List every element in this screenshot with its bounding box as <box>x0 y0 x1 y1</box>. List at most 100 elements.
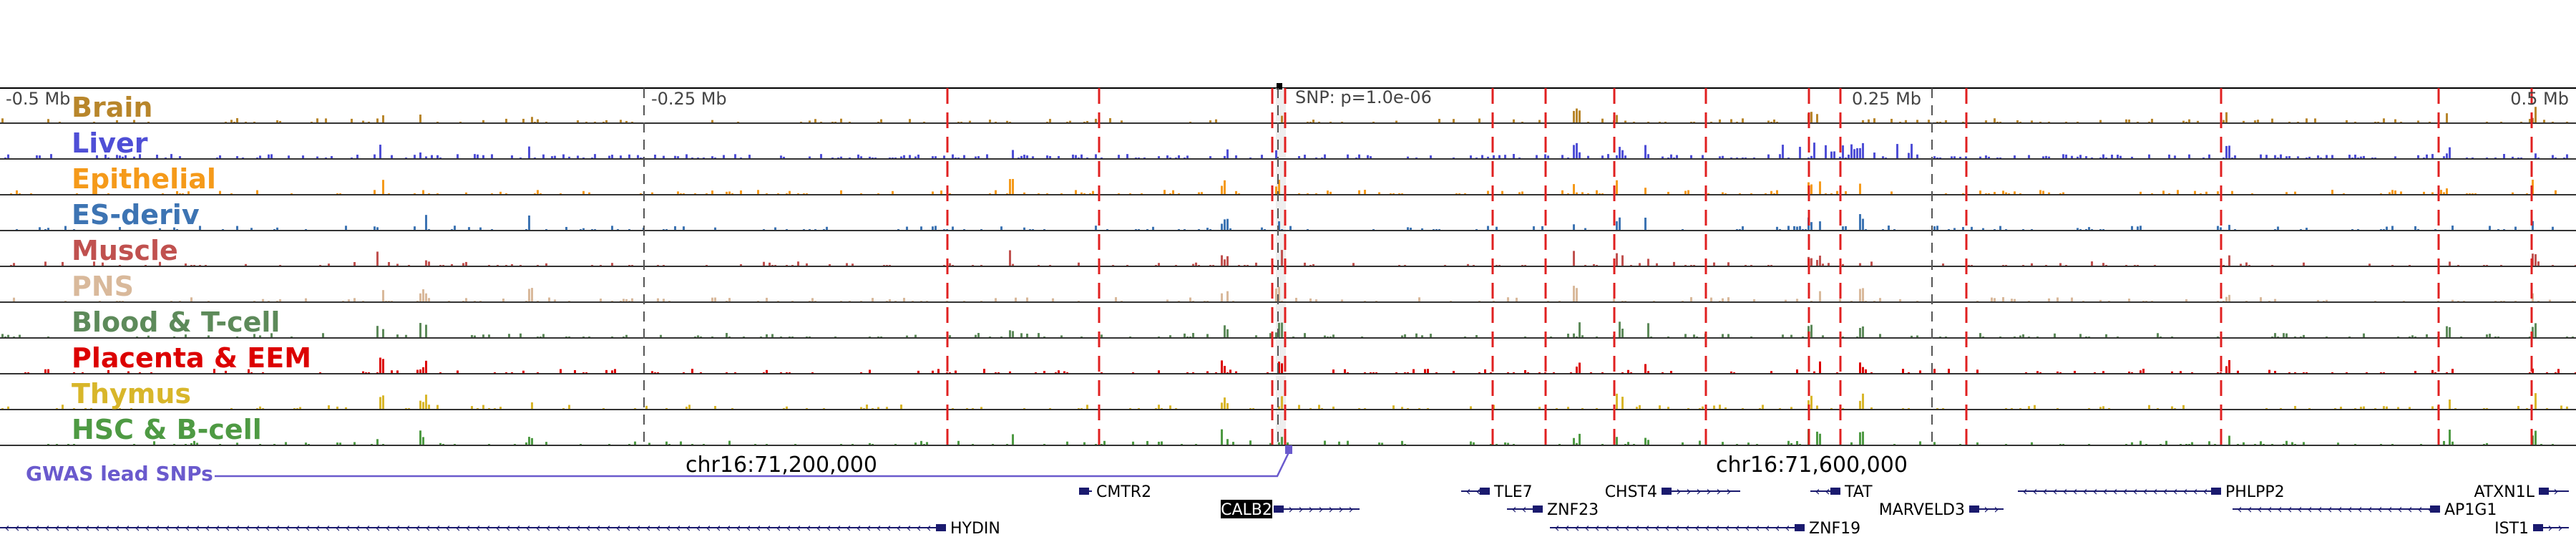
signal-bar <box>2071 155 2073 158</box>
signal-bar <box>1043 371 1045 373</box>
signal-bar <box>425 360 427 373</box>
signal-bar <box>1787 440 1790 445</box>
signal-bar <box>2240 263 2242 266</box>
signal-bar <box>2188 154 2190 158</box>
gene[interactable]: ›››››››CHST4 <box>1605 483 1740 501</box>
signal-bar <box>582 372 585 373</box>
signal-bar <box>1235 371 1237 373</box>
signal-bar <box>1724 193 1727 194</box>
signal-bar <box>1682 442 1684 445</box>
signal-bar <box>1547 155 1549 158</box>
signal-bar <box>617 229 619 230</box>
signal-bar <box>537 119 539 122</box>
signal-bar <box>276 227 278 230</box>
signal-bar <box>1621 372 1624 373</box>
signal-bar <box>439 372 441 373</box>
exon <box>1079 488 1089 495</box>
signal-bar <box>551 156 553 158</box>
signal-bar <box>2443 440 2445 445</box>
signal-bar <box>2208 441 2210 445</box>
signal-bar <box>1902 369 1904 373</box>
signal-bar <box>1078 262 1080 266</box>
signal-bar <box>1390 193 1392 194</box>
signal-bar <box>531 437 533 445</box>
signal-bar <box>2389 192 2391 194</box>
gene[interactable]: ‹‹‹ZNF23 <box>1507 501 1599 519</box>
strand-chevron: ‹ <box>1755 521 1760 536</box>
gene[interactable]: ›››MARVELD3 <box>1879 501 2004 519</box>
signal-bar <box>2251 193 2253 194</box>
gene[interactable]: ‹‹‹‹‹‹‹‹‹‹‹‹‹‹‹‹‹‹‹‹AP1G1 <box>2233 501 2497 519</box>
signal-bar <box>625 334 628 337</box>
gene[interactable]: ››››››››CALB2 <box>1221 500 1360 519</box>
signal-bar <box>2552 265 2554 266</box>
signal-bar <box>1473 442 1475 445</box>
strand-chevron: ‹ <box>2022 484 2027 499</box>
signal-bar <box>1822 335 1824 337</box>
signal-bar <box>1023 408 1025 409</box>
signal-bar <box>1690 265 1692 266</box>
gene[interactable]: ‹‹‹‹‹‹‹‹‹‹‹‹‹‹‹‹‹‹‹‹‹‹‹‹‹ZNF19 <box>1550 520 1860 537</box>
signal-bar <box>1023 227 1025 230</box>
signal-bar <box>2363 406 2365 409</box>
gene[interactable]: ‹ ‹ TLE7 <box>1461 483 1533 501</box>
signal-bar <box>2048 298 2050 301</box>
strand-chevron: ‹ <box>2032 484 2037 499</box>
signal-bar <box>857 154 859 158</box>
signal-bar <box>419 430 421 445</box>
signal-bar <box>657 298 659 301</box>
signal-bar <box>1873 118 1875 122</box>
signal-bar <box>1670 154 1672 158</box>
track-label: Blood & T-cell <box>72 306 280 338</box>
signal-track <box>10 250 2576 266</box>
gene[interactable]: ‹‹‹‹‹‹‹‹‹‹‹‹‹‹‹‹‹‹‹‹PHLPP2 <box>2018 483 2285 501</box>
signal-bar <box>19 334 21 337</box>
signal-bar <box>248 369 250 373</box>
signal-bar <box>1687 190 1689 194</box>
gene[interactable]: ‹ ‹ TAT <box>1810 483 1873 501</box>
signal-bar <box>1132 441 1134 445</box>
signal-bar <box>2200 193 2202 194</box>
signal-bar <box>2297 156 2299 158</box>
signal-bar <box>1962 193 1964 194</box>
signal-bar <box>1192 333 1194 337</box>
strand-chevron: ‹ <box>726 521 731 536</box>
signal-bar <box>1538 120 1541 122</box>
signal-bar <box>840 156 842 158</box>
signal-bar <box>50 154 52 158</box>
signal-bar <box>700 372 702 373</box>
gene-label: MARVELD3 <box>1879 501 1965 519</box>
signal-bar <box>488 444 490 445</box>
signal-bar <box>2119 155 2122 158</box>
signal-bar <box>1727 334 1729 337</box>
strand-chevron: ‹ <box>2297 502 2302 517</box>
signal-bar <box>1796 299 1798 301</box>
signal-bar <box>382 444 384 445</box>
signal-bar <box>522 118 525 122</box>
signal-bar <box>2102 229 2104 230</box>
signal-bar <box>371 444 373 445</box>
strand-chevron: ‹ <box>1614 521 1619 536</box>
signal-bar <box>514 444 516 445</box>
gene[interactable]: ›CMTR2 <box>1079 483 1151 501</box>
gene[interactable]: ›››IST1 <box>2494 520 2569 537</box>
signal-bar <box>803 229 805 230</box>
signal-bar <box>1911 335 1913 337</box>
signal-bar <box>1049 155 1051 158</box>
signal-bar <box>2526 408 2528 409</box>
signal-bar <box>1043 229 1045 230</box>
signal-bar <box>436 405 439 409</box>
track-label: Placenta & EEM <box>72 342 311 374</box>
signal-bar <box>1060 335 1063 337</box>
signal-bar <box>1195 444 1197 445</box>
signal-bar <box>706 265 708 266</box>
signal-bar <box>1590 372 1592 373</box>
signal-bar <box>1576 108 1578 122</box>
signal-bar <box>580 444 582 445</box>
signal-bar <box>1621 150 1624 158</box>
strand-chevron: ‹ <box>2172 484 2177 499</box>
signal-bar <box>1046 193 1048 194</box>
signal-bar <box>1538 407 1541 409</box>
gene[interactable]: ‹ ‹ ‹ ‹ ‹ ‹ ‹ ‹ ‹ ‹ ‹ ‹ ‹ ‹ ‹ ‹ ‹ ‹ ‹ ‹ ‹ ‹ ‹ ‹ ‹ ‹ ‹ ‹ ‹ ‹ ‹ ‹ ‹ ‹ ‹ ‹ ‹ ‹ ‹ ‹… <box>0 520 1000 537</box>
gene[interactable]: ››ATXN1L <box>2474 483 2569 501</box>
